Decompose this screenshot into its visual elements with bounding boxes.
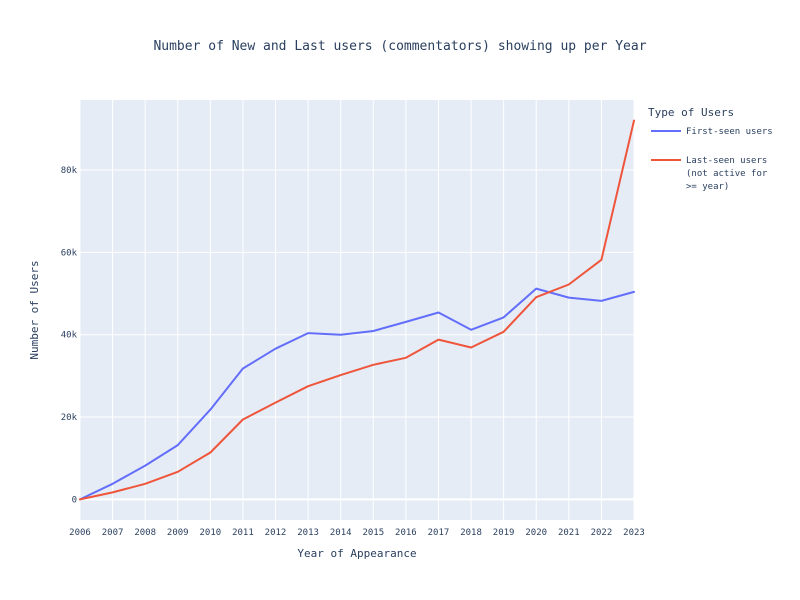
y-tick-label: 40k: [61, 331, 78, 341]
y-axis-title: Number of Users: [28, 260, 41, 359]
x-tick-label: 2022: [591, 528, 613, 538]
legend-label: First-seen users: [686, 127, 773, 137]
x-tick-label: 2020: [525, 528, 547, 538]
y-tick-label: 60k: [61, 248, 78, 258]
x-axis-title: Year of Appearance: [297, 547, 416, 560]
legend-item[interactable]: Last-seen users (not active for >= year): [651, 156, 768, 192]
x-tick-label: 2019: [493, 528, 515, 538]
y-axis-ticks: 0 20k 40k 60k 80k: [61, 166, 78, 505]
x-tick-label: 2014: [330, 528, 352, 538]
x-tick-label: 2016: [395, 528, 417, 538]
legend-label: >= year): [686, 182, 729, 192]
x-tick-label: 2015: [362, 528, 384, 538]
legend-label: (not active for: [686, 169, 768, 179]
series-line-1: [79, 287, 635, 501]
x-tick-label: 2021: [558, 528, 580, 538]
plot-area: [80, 100, 634, 520]
x-tick-label: 2013: [297, 528, 319, 538]
x-tick-label: 2017: [428, 528, 450, 538]
x-tick-label: 2009: [167, 528, 189, 538]
x-tick-label: 2006: [69, 528, 91, 538]
legend: Type of Users First-seen users Last-seen …: [648, 106, 773, 192]
legend-label: Last-seen users: [686, 156, 767, 166]
x-tick-label: 2018: [460, 528, 482, 538]
y-tick-label: 20k: [61, 413, 78, 423]
grid-lines: [79, 100, 635, 520]
chart-title: Number of New and Last users (commentato…: [153, 39, 646, 54]
legend-title: Type of Users: [648, 106, 734, 119]
series-line-2: [79, 119, 635, 501]
y-tick-label: 0: [72, 495, 77, 505]
x-tick-label: 2023: [623, 528, 645, 538]
x-tick-label: 2007: [102, 528, 124, 538]
x-tick-label: 2011: [232, 528, 254, 538]
x-tick-label: 2012: [265, 528, 287, 538]
x-axis-ticks: 2006 2007 2008 2009 2010 2011 2012 2013 2014 2015…: [69, 528, 645, 538]
legend-item[interactable]: First-seen users: [651, 127, 773, 137]
series-lines: [79, 119, 635, 501]
x-tick-label: 2010: [200, 528, 222, 538]
x-tick-label: 2008: [134, 528, 156, 538]
y-tick-label: 80k: [61, 166, 78, 176]
